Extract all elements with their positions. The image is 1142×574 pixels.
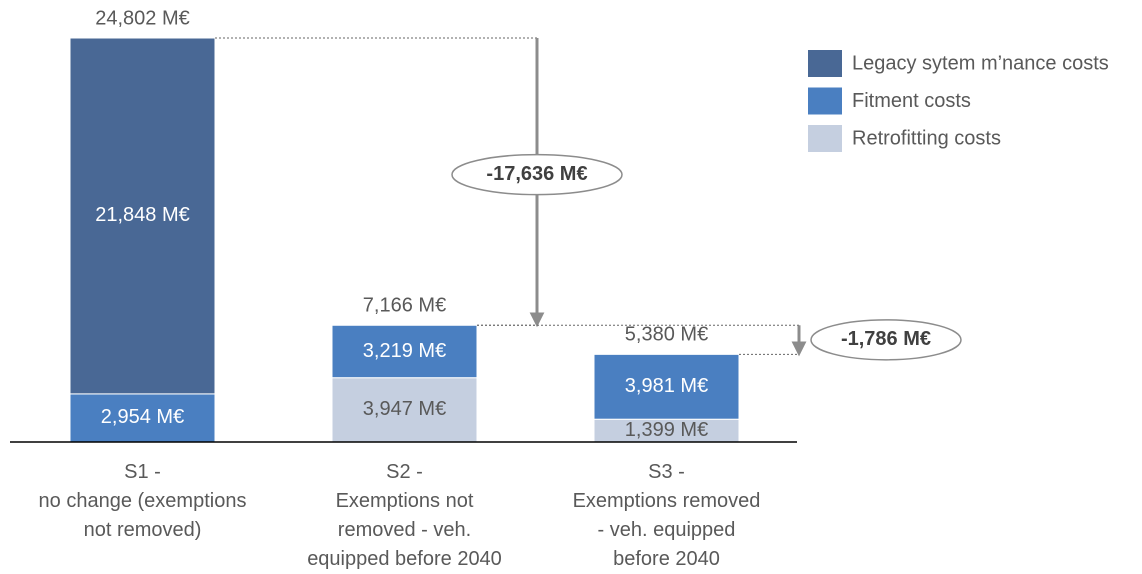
total-label: 7,166 M€ [363,295,446,317]
legend-label: Legacy sytem m’nance costs [852,52,1109,74]
legend-swatch [808,125,842,152]
bar-segment [69,393,216,443]
bar-segment [69,37,216,395]
category-label: S2 - Exemptions not removed - veh. equip… [307,461,502,570]
legend-label: Fitment costs [852,90,971,112]
data-label: 3,947 M€ [363,398,446,420]
bar-segment [593,353,740,420]
difference-bubble [810,319,962,361]
data-label: 3,981 M€ [625,375,708,397]
total-label: 5,380 M€ [625,324,708,346]
legend-swatch [808,50,842,77]
category-label: S1 - no change (exemptions not removed) [38,461,247,541]
data-label: 2,954 M€ [101,406,184,428]
legend-swatch [808,87,842,115]
bar-segment [331,324,478,379]
difference-label: -1,786 M€ [841,328,931,350]
data-label: 1,399 M€ [625,419,708,441]
legend-label: Retrofitting costs [852,127,1001,149]
difference-bubble [451,153,623,196]
data-label: 3,219 M€ [363,340,446,362]
total-label: 24,802 M€ [95,7,190,29]
difference-label: -17,636 M€ [486,163,587,185]
data-label: 21,848 M€ [95,204,190,226]
category-label: S3 - Exemptions removed - veh. equipped … [572,461,761,570]
